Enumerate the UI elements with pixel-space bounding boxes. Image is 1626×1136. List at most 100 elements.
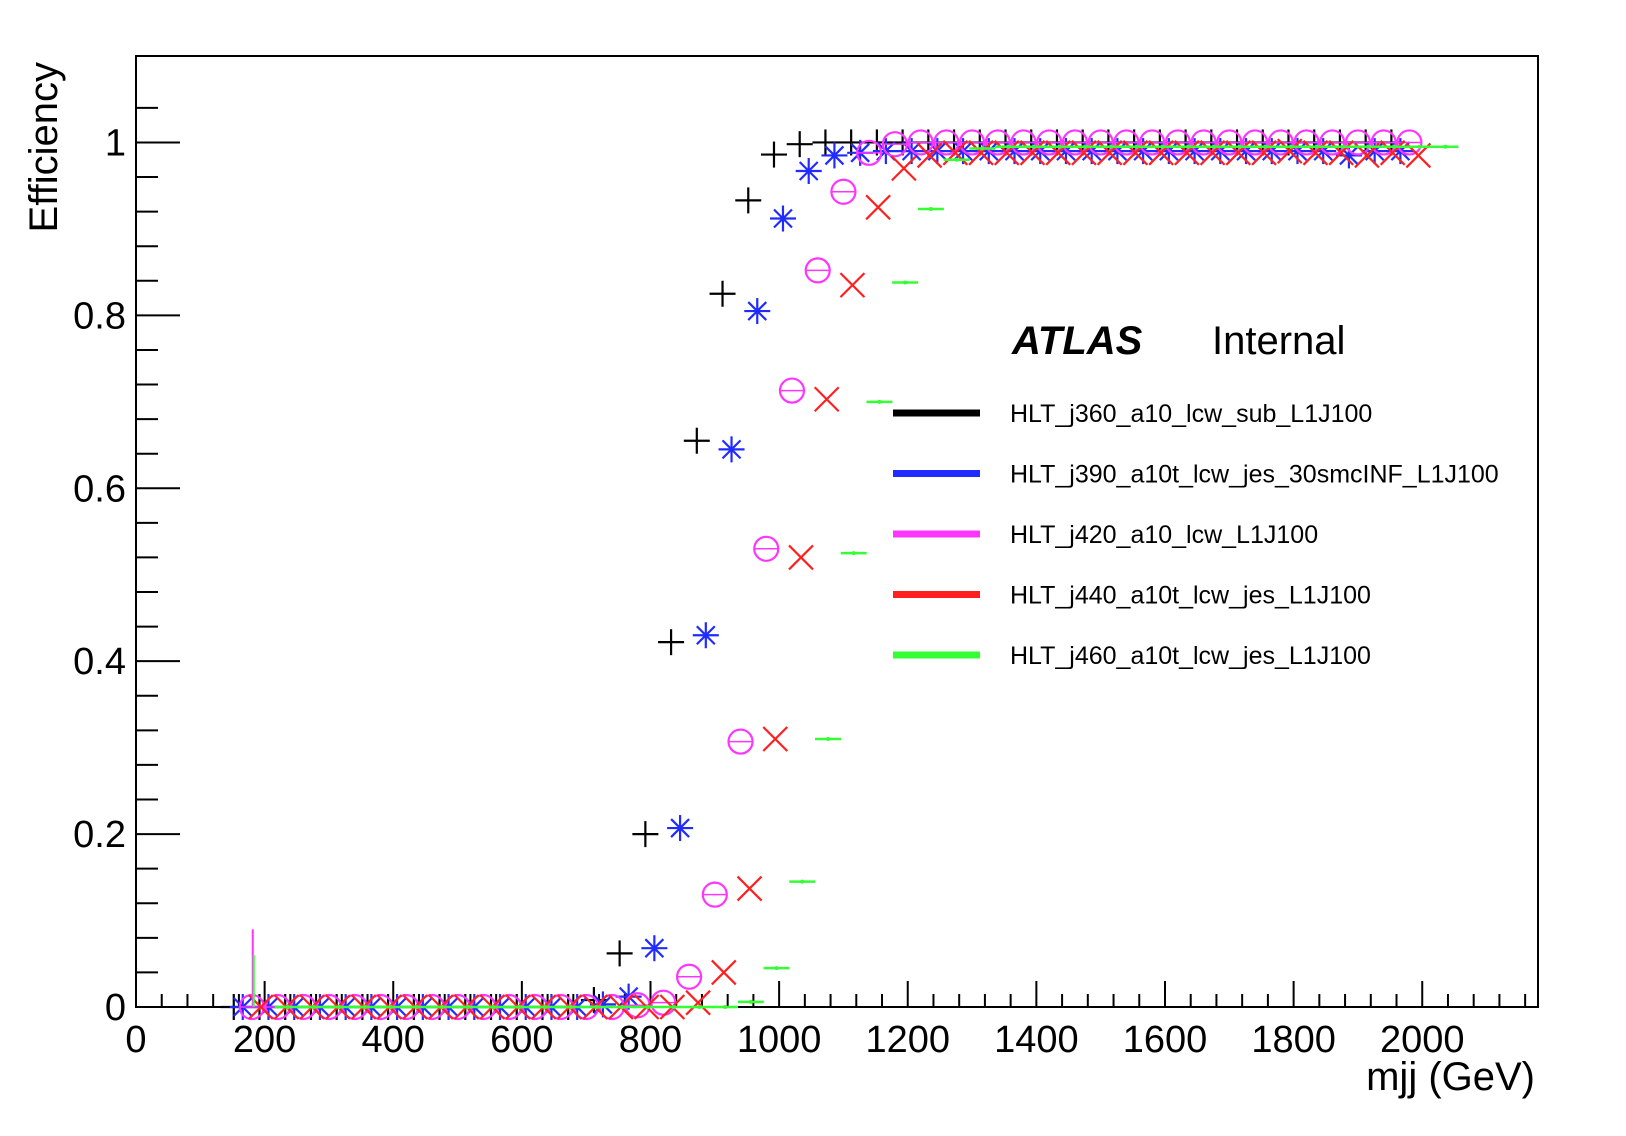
data-point (429, 1005, 456, 1009)
data-point (917, 207, 944, 212)
y-tick-label: 0.2 (73, 814, 126, 856)
data-point (701, 881, 728, 908)
atlas-internal-label: Internal (1212, 319, 1345, 363)
data-point (1046, 144, 1073, 149)
data-point (675, 963, 703, 990)
data-point (916, 142, 943, 169)
data-point (994, 140, 1020, 166)
data-point (735, 187, 762, 214)
data-point (686, 1005, 713, 1009)
legend-label: HLT_j460_a10t_lcw_jes_L1J100 (1010, 642, 1371, 670)
data-point (1380, 144, 1407, 149)
data-point (760, 141, 787, 168)
data-point (583, 1005, 610, 1009)
data-point (683, 427, 710, 454)
data-point (995, 144, 1022, 149)
data-point (737, 999, 764, 1004)
x-tick-label: 1200 (865, 1019, 950, 1061)
data-point (856, 139, 883, 166)
data-point (1071, 140, 1097, 166)
data-point (763, 966, 790, 971)
data-point (943, 157, 970, 162)
data-point (1123, 144, 1150, 149)
data-point (1072, 144, 1099, 149)
data-point (480, 1005, 507, 1009)
data-points (220, 129, 1459, 1021)
y-tick-label: 1 (105, 122, 126, 164)
data-point (881, 131, 908, 158)
x-tick-label: 1600 (1123, 1019, 1208, 1061)
data-point (1406, 144, 1433, 149)
data-point (326, 1005, 353, 1009)
x-axis-title: mjj (GeV) (1366, 1055, 1535, 1099)
legend-label: HLT_j420_a10_lcw_L1J100 (1010, 521, 1318, 549)
data-point (814, 736, 841, 741)
data-point (685, 989, 711, 1016)
data-point (788, 544, 814, 571)
data-point (634, 1005, 661, 1009)
legend-label: HLT_j440_a10t_lcw_jes_L1J100 (1010, 582, 1371, 610)
data-point (1278, 144, 1305, 149)
data-point (830, 178, 857, 205)
data-point (557, 1005, 584, 1009)
series-4 (274, 144, 1459, 1009)
axes: 0 200 400 600 800 1000 1200 1400 1600 1800 2000 0 0.… (73, 55, 1539, 1061)
data-point (1251, 140, 1277, 166)
x-tick-label: 1400 (994, 1019, 1079, 1061)
data-point (718, 436, 745, 463)
data-point (1175, 144, 1202, 149)
data-point (712, 1005, 739, 1009)
data-point (692, 622, 719, 649)
data-point (1432, 144, 1459, 149)
data-point (711, 959, 737, 986)
data-point (1396, 129, 1423, 156)
y-tick-label: 0.6 (73, 468, 126, 510)
x-tick-label: 800 (619, 1019, 682, 1061)
data-point (1148, 140, 1174, 166)
x-tick-label: 200 (233, 1019, 296, 1061)
data-point (727, 728, 754, 755)
x-tick-label: 1000 (737, 1019, 822, 1061)
data-point (969, 146, 996, 151)
data-point (454, 1005, 481, 1009)
data-point (609, 1005, 636, 1009)
data-point (1355, 144, 1382, 149)
data-point (813, 386, 840, 413)
data-point (1226, 144, 1253, 149)
data-point (789, 879, 816, 884)
legend-label: HLT_j390_a10t_lcw_jes_30smcINF_L1J100 (1010, 461, 1499, 489)
data-point (506, 1005, 533, 1009)
x-tick-label: 2000 (1380, 1019, 1465, 1061)
data-point (1276, 138, 1303, 164)
data-point (1303, 144, 1330, 149)
x-tick-label: 600 (490, 1019, 553, 1061)
data-point (778, 377, 806, 404)
plot-frame (135, 55, 1539, 1008)
data-point (1302, 140, 1329, 166)
x-tick-label: 400 (362, 1019, 425, 1061)
data-point (865, 194, 891, 221)
data-point (1174, 140, 1200, 166)
x-tick-label: 1800 (1251, 1019, 1336, 1061)
data-point (300, 1005, 327, 1009)
data-point (351, 1005, 378, 1009)
data-point (658, 629, 685, 656)
data-point (840, 551, 867, 556)
data-point (377, 1005, 404, 1009)
data-point (795, 157, 822, 184)
data-point (667, 815, 694, 842)
data-point (1329, 144, 1356, 149)
atlas-brand-label: ATLAS (1011, 319, 1143, 363)
data-point (968, 140, 994, 166)
data-point (753, 535, 780, 562)
data-point (403, 1005, 430, 1009)
data-point (1252, 144, 1279, 149)
data-point (762, 726, 789, 752)
data-point (274, 1005, 301, 1009)
data-point (641, 935, 668, 962)
data-point (532, 1005, 559, 1009)
data-point (892, 280, 919, 285)
data-point (632, 821, 659, 848)
data-point (907, 129, 934, 156)
